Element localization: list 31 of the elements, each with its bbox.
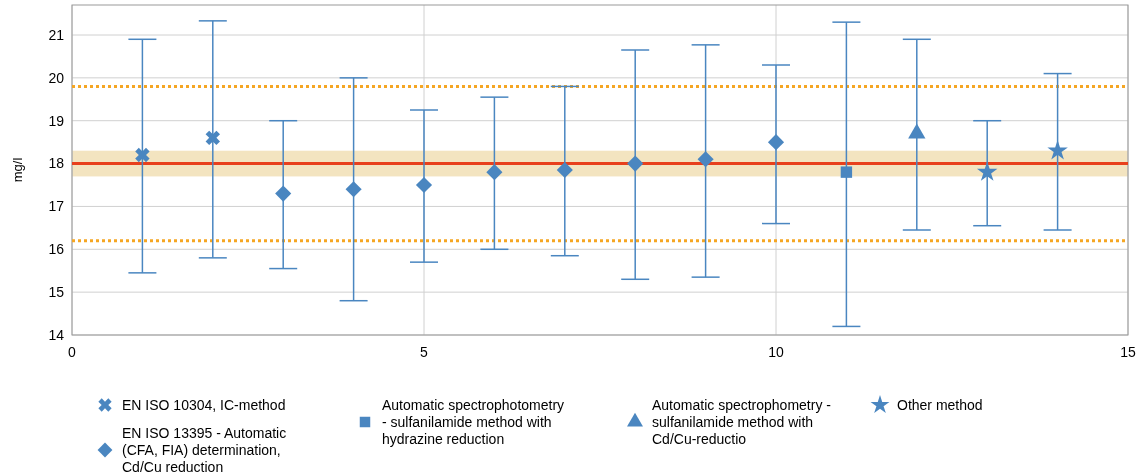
- y-tick-label: 14: [48, 326, 65, 343]
- point: [767, 134, 785, 151]
- y-tick-label: 19: [48, 112, 65, 129]
- y-tick-label: 20: [48, 69, 65, 86]
- point: [627, 155, 644, 172]
- point: [275, 185, 292, 202]
- x-tick-label: 10: [768, 344, 784, 360]
- point: [415, 176, 433, 194]
- legend-label: EN ISO 13395 - Automatic (CFA, FIA) determination, Cd/Cu reduction: [122, 424, 287, 472]
- point: [486, 164, 503, 181]
- x-tick-label: 5: [420, 344, 429, 360]
- point: [840, 166, 853, 178]
- y-axis-title: mg/l: [10, 157, 25, 183]
- y-tick-label: 17: [48, 198, 65, 215]
- legend-label: Automatic spectrophometry - sulfanilamide method with Cd/Cu-reductio: [652, 396, 832, 447]
- point: [205, 130, 221, 146]
- point: [697, 151, 714, 168]
- y-tick-label: 21: [48, 26, 65, 43]
- y-tick-label: 16: [48, 241, 65, 258]
- point: [556, 161, 573, 179]
- y-tick-label: 15: [48, 284, 65, 301]
- legend-label: Other method: [897, 396, 983, 413]
- point: [1047, 139, 1068, 160]
- point: [135, 147, 150, 163]
- x-tick-label: 15: [1120, 344, 1136, 360]
- point: [345, 181, 362, 198]
- y-tick-label: 18: [48, 155, 65, 172]
- legend-label: EN ISO 10304, IC-method: [122, 396, 286, 413]
- x-tick-label: 0: [68, 344, 77, 360]
- legend-label: Automatic spectrophotometry - sulfanilamide method with hydrazine reduction: [382, 396, 565, 447]
- point: [976, 161, 998, 181]
